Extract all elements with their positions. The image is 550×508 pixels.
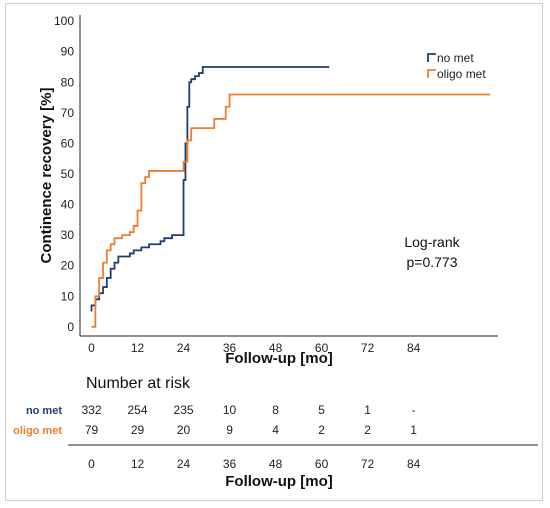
risk-row-label: no met (26, 405, 62, 417)
figure-frame (5, 3, 543, 501)
risk-value: 254 (128, 403, 148, 417)
risk-value: 9 (226, 423, 233, 437)
legend-swatch (427, 53, 436, 62)
x-tick-label: 48 (269, 341, 283, 355)
y-tick-label: 100 (54, 14, 74, 28)
risk-value: 5 (318, 403, 325, 417)
legend-label: oligo met (437, 67, 486, 81)
risk-value: 20 (177, 423, 191, 437)
risk-x-axis-title: Follow-up [mo] (225, 473, 332, 490)
risk-value: 10 (223, 403, 237, 417)
y-tick-label: 90 (61, 45, 75, 59)
risk-value: 235 (174, 403, 194, 417)
x-axis-title: Follow-up [mo] (225, 350, 332, 367)
legend-swatch (427, 69, 436, 78)
risk-value: 2 (364, 423, 371, 437)
risk-value: - (412, 403, 416, 417)
risk-x-tick-label: 24 (177, 457, 191, 471)
x-tick-label: 36 (223, 341, 237, 355)
risk-x-tick-label: 12 (131, 457, 145, 471)
x-tick-label: 0 (88, 341, 95, 355)
annotation-line-2: p=0.773 (407, 254, 458, 270)
risk-value: 4 (272, 423, 279, 437)
x-tick-label: 72 (361, 341, 375, 355)
x-tick-label: 60 (315, 341, 329, 355)
y-tick-label: 0 (67, 320, 74, 334)
risk-value: 29 (131, 423, 145, 437)
km-curve-no-met (90, 66, 330, 312)
km-curve-oligo-met (91, 93, 491, 328)
risk-x-tick-label: 0 (88, 457, 95, 471)
y-tick-label: 10 (61, 289, 75, 303)
y-axis-title: Continence recovery [%] (38, 88, 55, 264)
y-tick-label: 30 (61, 228, 75, 242)
risk-value: 79 (85, 423, 99, 437)
y-tick-label: 70 (61, 106, 75, 120)
y-tick-label: 50 (61, 167, 75, 181)
risk-value: 2 (318, 423, 325, 437)
y-tick-label: 60 (61, 136, 75, 150)
risk-x-tick-label: 84 (407, 457, 421, 471)
risk-row-label: oligo met (13, 425, 62, 437)
risk-value: 1 (364, 403, 371, 417)
legend-label: no met (437, 51, 474, 65)
y-tick-label: 80 (61, 75, 75, 89)
risk-value: 1 (410, 423, 417, 437)
risk-table-title: Number at risk (86, 375, 191, 392)
x-tick-label: 24 (177, 341, 191, 355)
annotation-line-1: Log-rank (404, 234, 460, 250)
x-tick-label: 84 (407, 341, 421, 355)
risk-x-tick-label: 60 (315, 457, 329, 471)
x-tick-label: 12 (131, 341, 145, 355)
risk-value: 8 (272, 403, 279, 417)
y-tick-label: 40 (61, 198, 75, 212)
risk-x-tick-label: 36 (223, 457, 237, 471)
risk-x-tick-label: 72 (361, 457, 375, 471)
risk-x-tick-label: 48 (269, 457, 283, 471)
risk-value: 332 (81, 403, 101, 417)
y-tick-label: 20 (61, 259, 75, 273)
